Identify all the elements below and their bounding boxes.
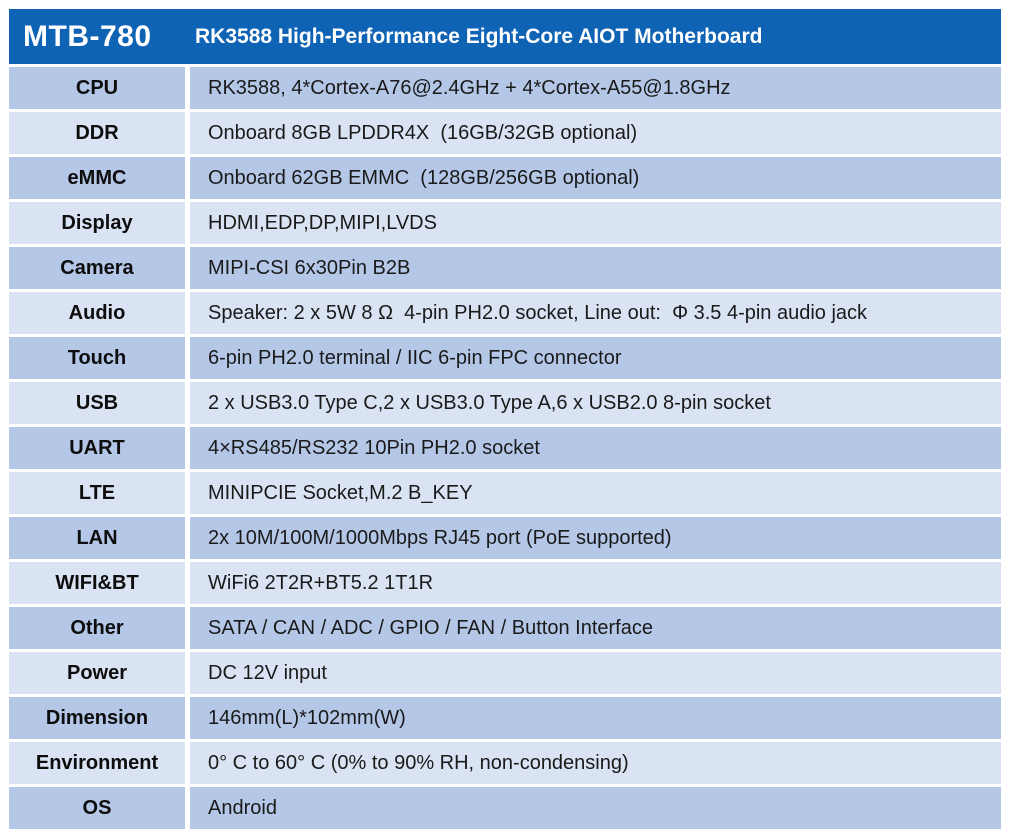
- spec-value: Speaker: 2 x 5W 8 Ω 4-pin PH2.0 socket, …: [190, 292, 1001, 334]
- spec-row-touch: Touch 6-pin PH2.0 terminal / IIC 6-pin F…: [9, 337, 1001, 379]
- spec-value: HDMI,EDP,DP,MIPI,LVDS: [190, 202, 1001, 244]
- spec-row-cpu: CPU RK3588, 4*Cortex-A76@2.4GHz + 4*Cort…: [9, 67, 1001, 109]
- spec-value: Onboard 8GB LPDDR4X (16GB/32GB optional): [190, 112, 1001, 154]
- spec-label: WIFI&BT: [9, 562, 185, 604]
- spec-label: DDR: [9, 112, 185, 154]
- spec-label: Touch: [9, 337, 185, 379]
- spec-value: 2x 10M/100M/1000Mbps RJ45 port (PoE supp…: [190, 517, 1001, 559]
- spec-label: Power: [9, 652, 185, 694]
- spec-value: MIPI-CSI 6x30Pin B2B: [190, 247, 1001, 289]
- spec-row-wifi-bt: WIFI&BT WiFi6 2T2R+BT5.2 1T1R: [9, 562, 1001, 604]
- spec-row-environment: Environment 0° C to 60° C (0% to 90% RH,…: [9, 742, 1001, 784]
- spec-row-emmc: eMMC Onboard 62GB EMMC (128GB/256GB opti…: [9, 157, 1001, 199]
- spec-value: Android: [190, 787, 1001, 829]
- header-bar: MTB-780 RK3588 High-Performance Eight-Co…: [9, 9, 1001, 64]
- product-model: MTB-780: [23, 19, 152, 53]
- spec-label: Environment: [9, 742, 185, 784]
- spec-row-os: OS Android: [9, 787, 1001, 829]
- spec-row-power: Power DC 12V input: [9, 652, 1001, 694]
- spec-row-dimension: Dimension 146mm(L)*102mm(W): [9, 697, 1001, 739]
- spec-row-lte: LTE MINIPCIE Socket,M.2 B_KEY: [9, 472, 1001, 514]
- spec-label: LTE: [9, 472, 185, 514]
- spec-label: CPU: [9, 67, 185, 109]
- spec-label: Dimension: [9, 697, 185, 739]
- spec-value: Onboard 62GB EMMC (128GB/256GB optional): [190, 157, 1001, 199]
- spec-label: Display: [9, 202, 185, 244]
- spec-row-audio: Audio Speaker: 2 x 5W 8 Ω 4-pin PH2.0 so…: [9, 292, 1001, 334]
- spec-value: MINIPCIE Socket,M.2 B_KEY: [190, 472, 1001, 514]
- spec-label: USB: [9, 382, 185, 424]
- spec-value: 146mm(L)*102mm(W): [190, 697, 1001, 739]
- spec-value: 4×RS485/RS232 10Pin PH2.0 socket: [190, 427, 1001, 469]
- spec-label: Camera: [9, 247, 185, 289]
- product-title: RK3588 High-Performance Eight-Core AIOT …: [195, 24, 763, 48]
- spec-label: OS: [9, 787, 185, 829]
- spec-value: DC 12V input: [190, 652, 1001, 694]
- spec-label: UART: [9, 427, 185, 469]
- spec-label: eMMC: [9, 157, 185, 199]
- spec-value: 6-pin PH2.0 terminal / IIC 6-pin FPC con…: [190, 337, 1001, 379]
- spec-label: Audio: [9, 292, 185, 334]
- spec-label: Other: [9, 607, 185, 649]
- spec-value: RK3588, 4*Cortex-A76@2.4GHz + 4*Cortex-A…: [190, 67, 1001, 109]
- spec-row-camera: Camera MIPI-CSI 6x30Pin B2B: [9, 247, 1001, 289]
- spec-value: SATA / CAN / ADC / GPIO / FAN / Button I…: [190, 607, 1001, 649]
- spec-row-usb: USB 2 x USB3.0 Type C,2 x USB3.0 Type A,…: [9, 382, 1001, 424]
- spec-table: CPU RK3588, 4*Cortex-A76@2.4GHz + 4*Cort…: [9, 67, 1001, 829]
- spec-value: WiFi6 2T2R+BT5.2 1T1R: [190, 562, 1001, 604]
- spec-row-uart: UART 4×RS485/RS232 10Pin PH2.0 socket: [9, 427, 1001, 469]
- spec-label: LAN: [9, 517, 185, 559]
- spec-row-lan: LAN 2x 10M/100M/1000Mbps RJ45 port (PoE …: [9, 517, 1001, 559]
- spec-row-ddr: DDR Onboard 8GB LPDDR4X (16GB/32GB optio…: [9, 112, 1001, 154]
- spec-row-other: Other SATA / CAN / ADC / GPIO / FAN / Bu…: [9, 607, 1001, 649]
- spec-value: 0° C to 60° C (0% to 90% RH, non-condens…: [190, 742, 1001, 784]
- spec-row-display: Display HDMI,EDP,DP,MIPI,LVDS: [9, 202, 1001, 244]
- spec-value: 2 x USB3.0 Type C,2 x USB3.0 Type A,6 x …: [190, 382, 1001, 424]
